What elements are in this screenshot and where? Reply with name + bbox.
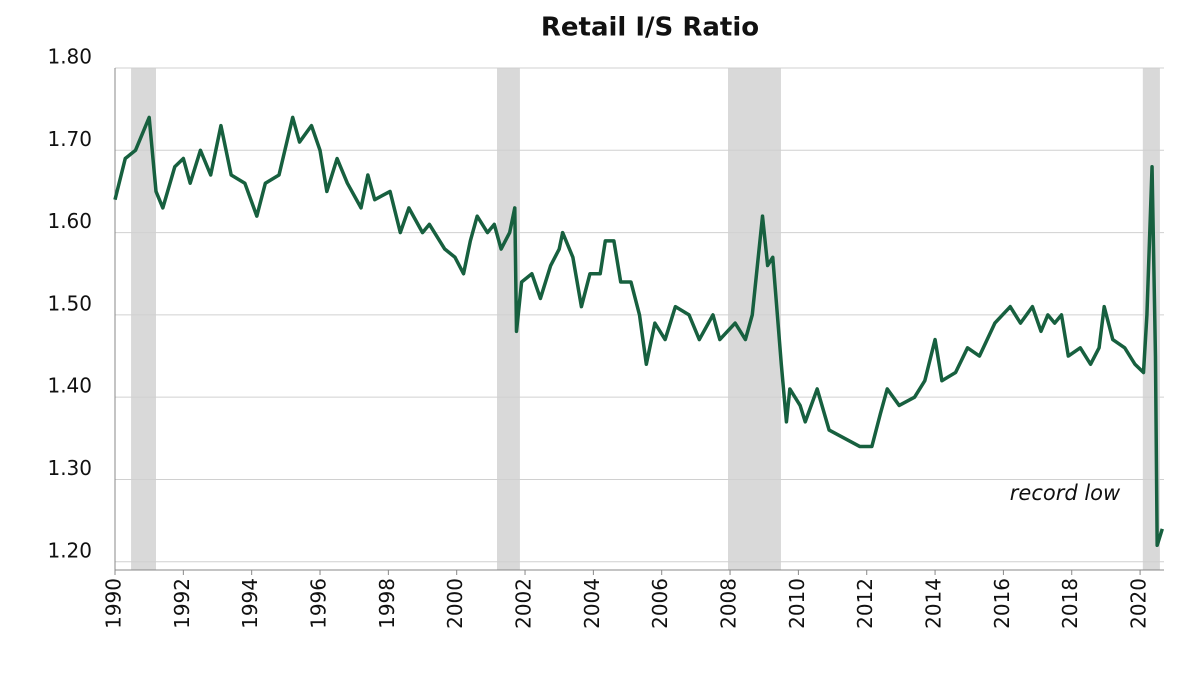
x-tick-label: 2012: [853, 578, 877, 629]
y-tick-label: 1.50: [47, 291, 92, 315]
data-line: [113, 115, 1164, 548]
annotation: record low: [1010, 481, 1121, 505]
x-tick-label: 1998: [375, 578, 399, 629]
x-tick-label: 2016: [990, 578, 1014, 629]
x-tick-label: 2010: [785, 578, 809, 629]
x-tick-label: 1992: [170, 578, 194, 629]
x-tick-label: 2008: [717, 578, 741, 629]
y-tick-label: 1.30: [47, 456, 92, 480]
x-tick-label: 1990: [102, 578, 126, 629]
recession-band: [727, 68, 781, 570]
x-tick-label: 2002: [512, 578, 536, 629]
x-tick-label: 2018: [1058, 578, 1082, 629]
x-tick-label: 2006: [648, 578, 672, 629]
chart-title: Retail I/S Ratio: [541, 13, 759, 43]
x-tick-label: 2014: [922, 578, 946, 629]
x-tick-label: 2000: [443, 578, 467, 629]
y-tick-label: 1.20: [47, 538, 92, 562]
x-tick-label: 1994: [238, 578, 262, 629]
x-tick-label: 1996: [307, 578, 331, 629]
y-tick-label: 1.70: [47, 127, 92, 151]
x-tick-label: 2004: [580, 578, 604, 629]
x-tick-label: 2020: [1127, 578, 1151, 629]
y-tick-label: 1.60: [47, 209, 92, 233]
recession-band: [497, 68, 520, 570]
y-tick-label: 1.40: [47, 374, 92, 398]
y-tick-label: 1.80: [47, 45, 92, 69]
